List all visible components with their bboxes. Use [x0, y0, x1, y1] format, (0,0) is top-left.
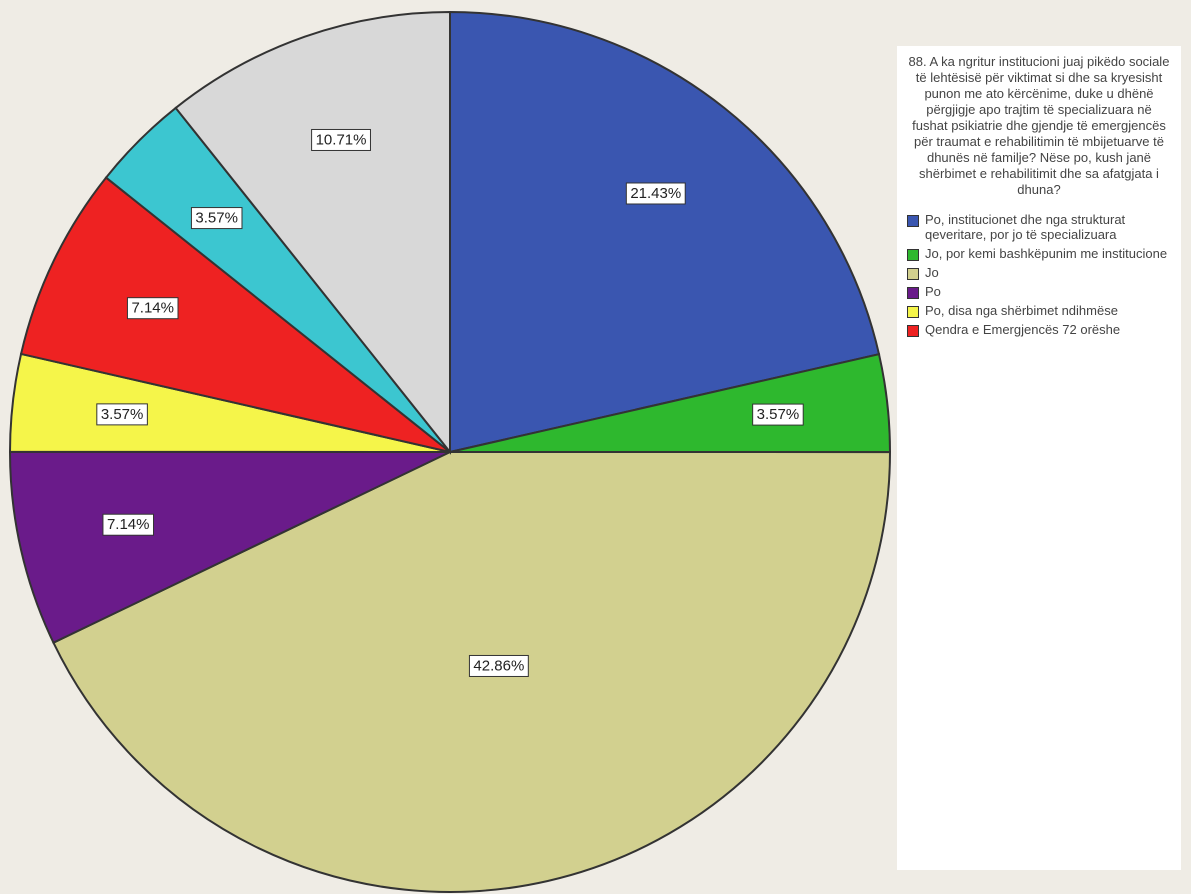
- data-label-text: 3.57%: [757, 406, 800, 423]
- legend-text: Po: [925, 284, 941, 299]
- chart: 21.43% 3.57% 42.86% 7.14% 3.57% 7.14% 3.57% 10.…: [8, 10, 892, 893]
- legend-item: Qendra e Emergjencës 72 orëshe: [907, 322, 1171, 337]
- data-label-box: [468, 654, 529, 677]
- legend-text: Jo, por kemi bashkëpunim me institucione: [925, 246, 1168, 261]
- pie-slice: [19, 176, 451, 453]
- data-label-box: [752, 403, 804, 426]
- data-label: 3.57%: [96, 403, 148, 426]
- legend-swatch: [907, 287, 919, 299]
- legend-item: Po, disa nga shërbimet ndihmëse: [907, 303, 1171, 318]
- data-label: 10.71%: [311, 128, 371, 151]
- legend-item: Po: [907, 284, 1171, 299]
- data-label: 42.86%: [468, 654, 529, 677]
- legend: 88. A ka ngritur institucioni juaj pikëd…: [897, 46, 1181, 870]
- pie-slice: [449, 10, 881, 454]
- legend-text: Po, institucionet dhe nga strukturat qev…: [925, 212, 1126, 242]
- data-label: 3.57%: [190, 207, 243, 230]
- data-label-box: [311, 128, 371, 151]
- data-label: 3.57%: [752, 403, 804, 426]
- data-label: 7.14%: [102, 513, 155, 536]
- data-label-box: [102, 513, 155, 536]
- data-label-text: 3.57%: [101, 406, 144, 423]
- legend-text: Po, disa nga shërbimet ndihmëse: [925, 303, 1118, 318]
- data-label-text: 7.14%: [131, 300, 174, 317]
- data-label-text: 42.86%: [473, 657, 524, 674]
- legend-swatch: [907, 215, 919, 227]
- data-label: 21.43%: [625, 182, 686, 205]
- pie-slice: [174, 10, 451, 455]
- data-label-box: [190, 207, 243, 230]
- legend-items: Po, institucionet dhe nga strukturat qev…: [907, 212, 1171, 337]
- legend-swatch: [907, 249, 919, 261]
- legend-text: Jo: [925, 265, 939, 280]
- data-label-text: 10.71%: [316, 131, 367, 148]
- legend-text: Qendra e Emergjencës 72 orëshe: [925, 322, 1121, 337]
- legend-swatch: [907, 325, 919, 337]
- legend-item: Po, institucionet dhe nga strukturat qev…: [907, 212, 1171, 242]
- legend-swatch: [907, 268, 919, 280]
- data-label-box: [625, 182, 686, 205]
- legend-swatch: [907, 306, 919, 318]
- data-label: 7.14%: [126, 297, 179, 320]
- data-label-box: [126, 297, 179, 320]
- legend-item: Jo: [907, 265, 1171, 280]
- data-label-box: [96, 403, 148, 426]
- legend-title: 88. A ka ngritur institucioni juaj pikëd…: [908, 54, 1170, 197]
- legend-item: Jo, por kemi bashkëpunim me institucione: [907, 246, 1171, 261]
- pie-slice: [8, 450, 451, 645]
- data-label-text: 3.57%: [195, 210, 238, 227]
- data-label-text: 7.14%: [107, 516, 150, 533]
- data-label-text: 21.43%: [630, 185, 681, 202]
